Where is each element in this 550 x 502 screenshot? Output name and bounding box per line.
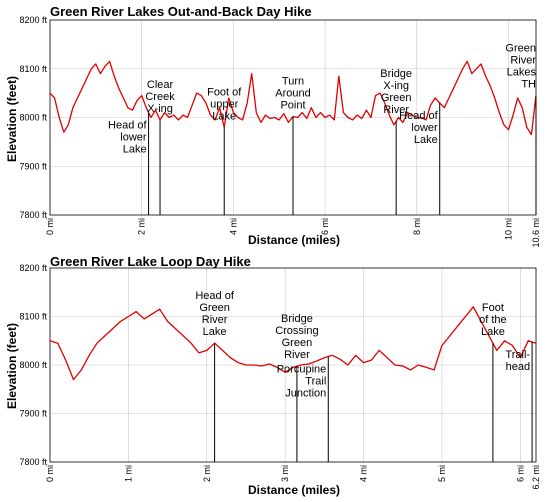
annotation-line: Lake	[123, 144, 147, 156]
annotation-label: Head of Green River Lake	[195, 290, 234, 338]
chart-1-plot: 7800 ft 7900 ft 8000 ft 8100 ft 8200 ft 0 mi 2…	[19, 15, 541, 248]
annotation-line: River	[202, 314, 228, 326]
plot-frame	[49, 267, 537, 463]
annotation-label: Head of lower Lake	[399, 110, 438, 146]
annotation-line: River	[510, 55, 536, 67]
x-tick-label: 8 mi	[412, 218, 422, 235]
annotation-label: Turn Around Point	[275, 76, 310, 112]
x-tick-label: 6.2 mi	[531, 465, 541, 490]
annotation-line: Foot	[482, 302, 504, 314]
annotation-line: Lakes	[507, 67, 537, 79]
x-tick-label: 5 mi	[437, 465, 447, 482]
annotation-label: Foot of the Lake	[479, 302, 507, 338]
y-tick-label: 7900 ft	[19, 409, 47, 419]
annotation-line: Lake	[203, 326, 227, 338]
annotation-line: Head of	[195, 290, 234, 302]
annotation-line: Lake	[481, 326, 505, 338]
annotation-line: Point	[280, 100, 305, 112]
y-tick-label: 8000 ft	[19, 360, 47, 370]
annotation-line: Head of	[108, 120, 147, 132]
annotation-line: Creek	[145, 91, 175, 103]
annotation-line: Around	[275, 88, 310, 100]
y-tick-label: 8200 ft	[19, 15, 47, 25]
annotation-line: Lake	[414, 134, 438, 146]
y-tick-label: 7900 ft	[19, 161, 47, 171]
annotation-label: Porcupine Trail Junction	[277, 364, 327, 400]
annotation-line: of the	[479, 314, 507, 326]
x-tick-label: 0 mi	[45, 218, 55, 235]
chart-1-ylabel: Elevation (feet)	[5, 76, 19, 162]
annotation-line: head	[506, 361, 530, 373]
chart-2-xlabel: Distance (miles)	[248, 483, 340, 497]
annotation-line: Turn	[282, 76, 304, 88]
annotation-line: River	[284, 349, 310, 361]
annotation-line: X-ing	[147, 103, 173, 115]
y-tick-label: 8000 ft	[19, 113, 47, 123]
annotation-label: Trail-head	[505, 349, 530, 373]
x-tick-label: 0 mi	[45, 465, 55, 482]
annotation-label: Foot of upper Lake	[207, 86, 242, 122]
annotation-line: Junction	[285, 388, 326, 400]
annotation-line: Porcupine	[277, 364, 327, 376]
y-tick-label: 8100 ft	[19, 64, 47, 74]
annotation-line: Trail-	[505, 349, 530, 361]
x-tick-label: 3 mi	[280, 465, 290, 482]
chart-2-title: Green River Lake Loop Day Hike	[50, 254, 251, 269]
y-tick-label: 8100 ft	[19, 312, 47, 322]
annotation-line: Head of	[399, 110, 438, 122]
chart-2-ylabel: Elevation (feet)	[5, 323, 19, 409]
annotation-line: lower	[411, 122, 438, 134]
annotation-line: Foot of	[207, 86, 242, 98]
chart-1-xlabel: Distance (miles)	[248, 233, 340, 247]
annotation-line: TH	[521, 79, 536, 91]
annotation-label: Head of lower Lake	[108, 120, 147, 156]
y-tick-label: 7800 ft	[19, 457, 47, 467]
annotation-line: upper	[210, 98, 238, 110]
annotation-label: Bridge Crossing Green River	[275, 313, 318, 361]
x-tick-label: 2 mi	[202, 465, 212, 482]
annotation-line: Trail	[305, 376, 326, 388]
elevation-line	[49, 306, 537, 381]
annotation-line: lower	[120, 132, 147, 144]
annotation-label: Bridge X-ing Green River	[380, 68, 412, 116]
annotation-line: Bridge	[380, 68, 412, 80]
y-tick-label: 8200 ft	[19, 263, 47, 273]
annotation-label: Green River Lakes TH	[505, 43, 536, 91]
x-tick-label: 1 mi	[123, 465, 133, 482]
y-tick-label: 7800 ft	[19, 210, 47, 220]
annotation-line: River	[383, 104, 409, 116]
elevation-line	[49, 60, 537, 136]
x-tick-label: 6 mi	[320, 218, 330, 235]
x-tick-label: 6 mi	[515, 465, 525, 482]
annotation-line: Green	[381, 92, 412, 104]
annotation-line: Clear	[147, 79, 174, 91]
annotation-line: Green	[282, 337, 313, 349]
annotation-line: X-ing	[383, 80, 409, 92]
chart-2-plot: 7800 ft 7900 ft 8000 ft 8100 ft 8200 ft 0 mi 1…	[19, 263, 541, 490]
annotation-label: Clear Creek X-ing	[145, 79, 175, 115]
x-tick-label: 10.6 mi	[531, 218, 541, 248]
x-tick-label: 2 mi	[137, 218, 147, 235]
annotation-line: Crossing	[275, 325, 318, 337]
annotation-line: Lake	[212, 110, 236, 122]
x-tick-label: 4 mi	[359, 465, 369, 482]
x-tick-label: 10 mi	[503, 218, 513, 240]
x-tick-label: 4 mi	[228, 218, 238, 235]
chart-1-title: Green River Lakes Out-and-Back Day Hike	[50, 4, 312, 19]
annotation-line: Bridge	[281, 313, 313, 325]
annotation-line: Green	[199, 302, 230, 314]
annotation-line: Green	[505, 43, 536, 55]
